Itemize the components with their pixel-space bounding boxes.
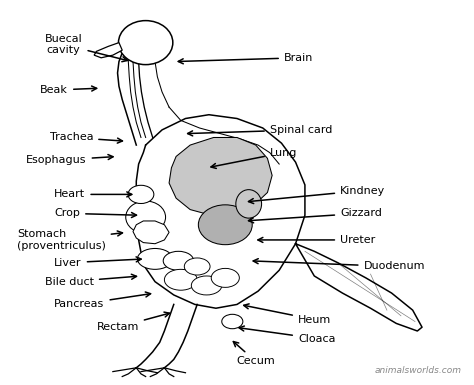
Text: Beak: Beak bbox=[40, 85, 97, 95]
Ellipse shape bbox=[191, 276, 222, 295]
Ellipse shape bbox=[222, 314, 243, 329]
Ellipse shape bbox=[163, 251, 194, 270]
Ellipse shape bbox=[128, 185, 154, 204]
Text: Rectam: Rectam bbox=[97, 312, 169, 332]
Text: Pancreas: Pancreas bbox=[55, 292, 151, 310]
Text: Lung: Lung bbox=[211, 148, 297, 169]
Ellipse shape bbox=[236, 190, 262, 218]
Text: animalsworlds.com: animalsworlds.com bbox=[375, 366, 462, 375]
Text: Crop: Crop bbox=[55, 208, 137, 218]
Text: Buecal
cavity: Buecal cavity bbox=[45, 34, 127, 62]
Ellipse shape bbox=[198, 205, 252, 245]
Ellipse shape bbox=[137, 248, 173, 270]
Text: Trachea: Trachea bbox=[50, 132, 122, 143]
Polygon shape bbox=[133, 221, 169, 244]
Text: Liver: Liver bbox=[55, 257, 141, 268]
Circle shape bbox=[118, 21, 173, 65]
Text: Heum: Heum bbox=[244, 304, 331, 325]
Ellipse shape bbox=[164, 270, 197, 290]
Text: Bile duct: Bile duct bbox=[45, 274, 137, 287]
Text: Gizzard: Gizzard bbox=[248, 208, 382, 223]
Text: Cloaca: Cloaca bbox=[239, 326, 336, 343]
Text: Cecum: Cecum bbox=[233, 341, 275, 367]
Text: Stomach
(proventriculus): Stomach (proventriculus) bbox=[17, 229, 122, 251]
Text: Brain: Brain bbox=[178, 53, 313, 64]
Text: Duodenum: Duodenum bbox=[253, 259, 425, 271]
Text: Kindney: Kindney bbox=[248, 186, 385, 204]
Ellipse shape bbox=[184, 258, 210, 275]
Text: Spinal card: Spinal card bbox=[188, 125, 332, 136]
Ellipse shape bbox=[126, 201, 165, 233]
Text: Heart: Heart bbox=[55, 189, 132, 199]
Polygon shape bbox=[94, 43, 122, 58]
Polygon shape bbox=[169, 137, 272, 215]
Ellipse shape bbox=[211, 268, 239, 287]
Text: Ureter: Ureter bbox=[258, 235, 375, 245]
Text: Esophagus: Esophagus bbox=[26, 154, 113, 165]
